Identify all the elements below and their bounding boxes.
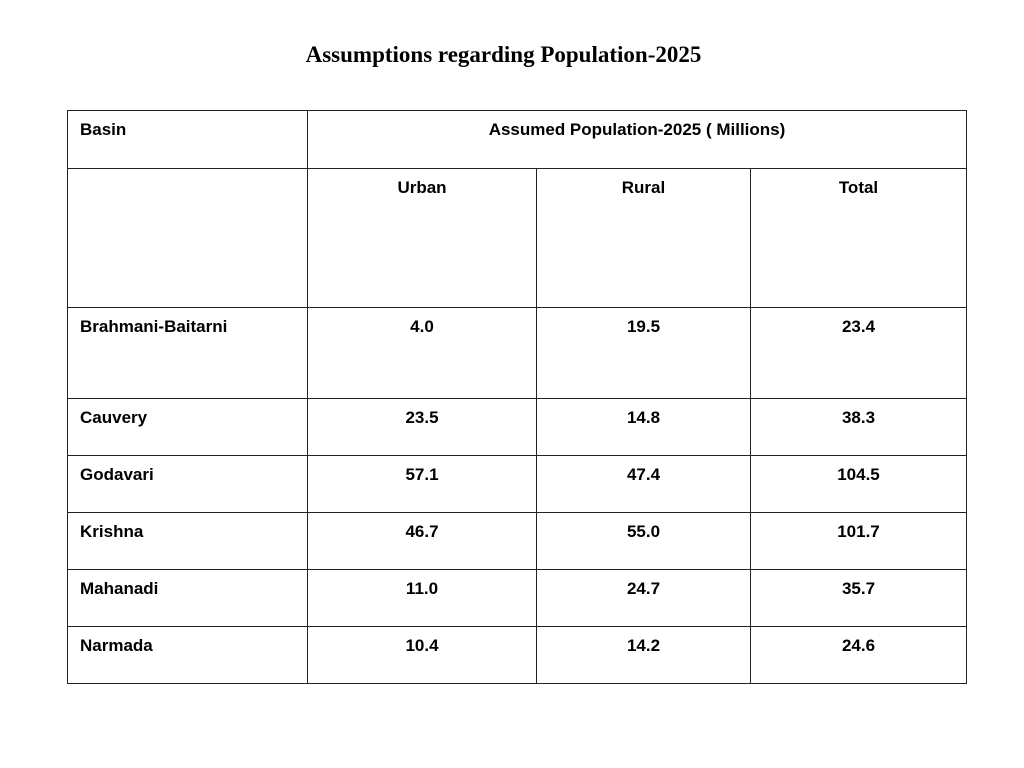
population-table: Basin Assumed Population-2025 ( Millions… [67, 110, 967, 684]
table-row: Krishna 46.7 55.0 101.7 [67, 512, 967, 570]
basin-cell: Narmada [67, 626, 308, 684]
total-cell: 104.5 [750, 455, 967, 513]
basin-cell: Mahanadi [67, 569, 308, 627]
total-cell: 35.7 [750, 569, 967, 627]
basin-cell: Godavari [67, 455, 308, 513]
rural-cell: 14.2 [536, 626, 751, 684]
rural-cell: 24.7 [536, 569, 751, 627]
table-row: Cauvery 23.5 14.8 38.3 [67, 398, 967, 456]
basin-cell: Cauvery [67, 398, 308, 456]
urban-cell: 46.7 [307, 512, 537, 570]
table-row: Narmada 10.4 14.2 24.6 [67, 626, 967, 684]
basin-cell: Brahmani-Baitarni [67, 307, 308, 399]
urban-cell: 11.0 [307, 569, 537, 627]
rural-cell: 55.0 [536, 512, 751, 570]
group-header: Assumed Population-2025 ( Millions) [307, 110, 967, 169]
urban-header: Urban [307, 168, 537, 308]
rural-cell: 14.8 [536, 398, 751, 456]
empty-header-cell [67, 168, 308, 308]
total-cell: 101.7 [750, 512, 967, 570]
urban-cell: 57.1 [307, 455, 537, 513]
urban-cell: 4.0 [307, 307, 537, 399]
basin-cell: Krishna [67, 512, 308, 570]
header-row: Basin Assumed Population-2025 ( Millions… [67, 110, 967, 169]
total-cell: 24.6 [750, 626, 967, 684]
table-row: Godavari 57.1 47.4 104.5 [67, 455, 967, 513]
page-title: Assumptions regarding Population-2025 [305, 42, 702, 67]
urban-cell: 23.5 [307, 398, 537, 456]
table-row: Mahanadi 11.0 24.7 35.7 [67, 569, 967, 627]
urban-cell: 10.4 [307, 626, 537, 684]
rural-cell: 47.4 [536, 455, 751, 513]
total-cell: 38.3 [750, 398, 967, 456]
total-header: Total [750, 168, 967, 308]
rural-header: Rural [536, 168, 751, 308]
basin-header: Basin [67, 110, 308, 169]
subheader-row: Urban Rural Total [67, 168, 967, 308]
total-cell: 23.4 [750, 307, 967, 399]
rural-cell: 19.5 [536, 307, 751, 399]
table-row: Brahmani-Baitarni 4.0 19.5 23.4 [67, 307, 967, 399]
